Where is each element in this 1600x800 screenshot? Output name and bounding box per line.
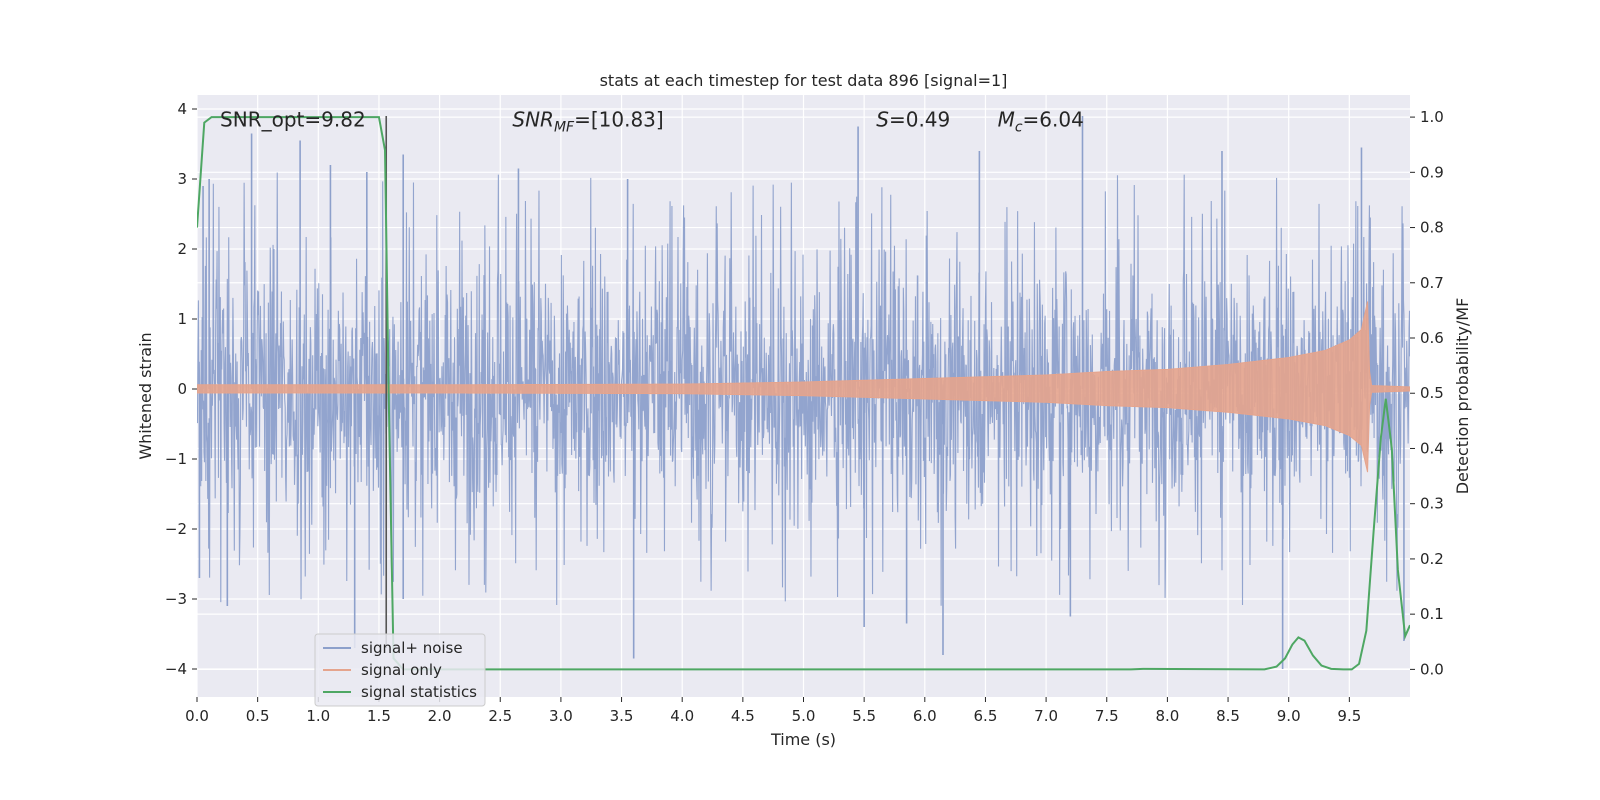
y-right-tick-label: 0.0 <box>1420 660 1444 678</box>
x-tick-label: 0.5 <box>246 707 270 725</box>
x-axis-title: Time (s) <box>770 730 836 749</box>
x-tick-label: 5.0 <box>792 707 816 725</box>
legend: signal+ noise signal only signal statistic… <box>314 633 486 707</box>
annotation-text: SNRMF=[10.83] <box>512 108 663 136</box>
x-tick-label: 4.5 <box>731 707 755 725</box>
y-tick-label: 0 <box>177 380 187 398</box>
y-tick-label: 4 <box>177 100 187 118</box>
series-layer <box>197 116 1410 671</box>
series-signal-only <box>197 301 1410 473</box>
x-tick-label: 0.0 <box>185 707 209 725</box>
x-tick-label: 9.0 <box>1277 707 1301 725</box>
x-tick-label: 1.5 <box>367 707 391 725</box>
annotation-text: S=0.49 <box>876 108 950 132</box>
y-tick-label: 2 <box>177 240 187 258</box>
y-right-tick-label: 0.8 <box>1420 219 1444 237</box>
y-tick-label: −3 <box>165 590 187 608</box>
x-tick-label: 7.0 <box>1034 707 1058 725</box>
y-right-tick-label: 0.6 <box>1420 329 1444 347</box>
annotations: SNR_opt=9.82 SNRMF=[10.83] S=0.49 Mc=6.04 <box>220 108 1084 136</box>
legend-label: signal+ noise <box>361 639 463 657</box>
y-right-tick-label: 0.4 <box>1420 439 1444 457</box>
legend-box <box>314 633 486 707</box>
y-tick-label: −2 <box>165 520 187 538</box>
y-right-tick-label: 0.5 <box>1420 384 1444 402</box>
x-tick-label: 2.0 <box>428 707 452 725</box>
x-tick-label: 7.5 <box>1095 707 1119 725</box>
x-tick-label: 1.0 <box>306 707 330 725</box>
annotation-text: SNR_opt=9.82 <box>220 108 366 132</box>
y-right-tick-label: 0.9 <box>1420 163 1444 181</box>
ticks: 0.0 0.5 1.0 1.5 2.0 2.5 3.0 3.5 4.0 4.5 5.0 5.5 6.0 6… <box>165 100 1444 725</box>
x-tick-label: 9.5 <box>1337 707 1361 725</box>
x-tick-label: 8.5 <box>1216 707 1240 725</box>
x-tick-label: 8.0 <box>1155 707 1179 725</box>
x-tick-label: 6.5 <box>974 707 998 725</box>
y-right-tick-label: 1.0 <box>1420 108 1444 126</box>
legend-label: signal only <box>361 661 442 679</box>
x-tick-label: 6.0 <box>913 707 937 725</box>
x-tick-label: 5.5 <box>852 707 876 725</box>
legend-label: signal statistics <box>361 683 477 701</box>
chart-title: stats at each timestep for test data 896… <box>600 71 1008 90</box>
y-tick-label: −4 <box>165 660 187 678</box>
annotation-text: Mc=6.04 <box>998 108 1084 136</box>
y-tick-label: −1 <box>165 450 187 468</box>
y-tick-label: 3 <box>177 170 187 188</box>
x-tick-label: 2.5 <box>488 707 512 725</box>
y-tick-label: 1 <box>177 310 187 328</box>
y-axis-title: Whitened strain <box>136 332 155 459</box>
series-signal-statistics <box>197 116 1410 671</box>
x-tick-label: 3.0 <box>549 707 573 725</box>
y-right-tick-label: 0.2 <box>1420 550 1444 568</box>
y-right-tick-label: 0.3 <box>1420 495 1444 513</box>
y-right-tick-label: 0.7 <box>1420 274 1444 292</box>
x-tick-label: 4.0 <box>670 707 694 725</box>
y-right-axis-title: Detection probability/MF <box>1453 298 1472 495</box>
y-right-tick-label: 0.1 <box>1420 605 1444 623</box>
x-tick-label: 3.5 <box>610 707 634 725</box>
